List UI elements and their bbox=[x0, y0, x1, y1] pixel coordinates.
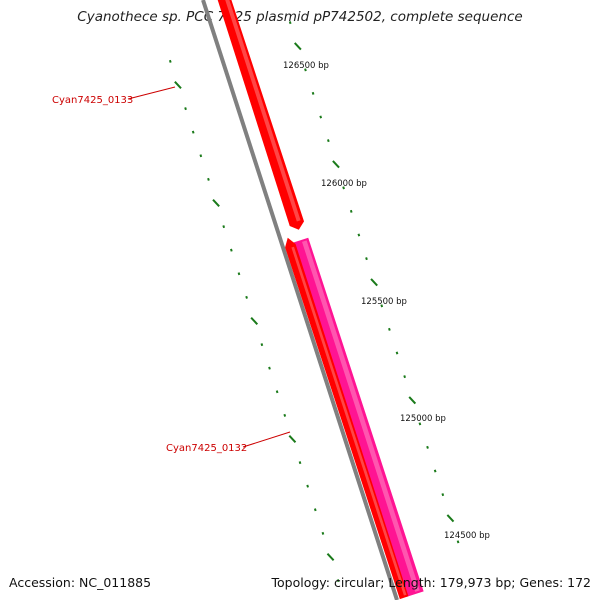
tick-outer-minor bbox=[456, 540, 460, 544]
tick-label: 125500 bp bbox=[361, 297, 407, 307]
tick-inner-minor bbox=[245, 295, 248, 299]
tick-outer-minor bbox=[365, 257, 368, 261]
gene-labels: Cyan7425_0133 Cyan7425_0132 bbox=[52, 86, 291, 454]
gene-cyan7425-0133-highlight bbox=[225, 0, 301, 222]
tick-outer-major bbox=[446, 514, 455, 523]
tick-outer-minor bbox=[327, 139, 330, 143]
tick-label: 124500 bp bbox=[444, 531, 490, 541]
tick-label: 126500 bp bbox=[283, 61, 329, 71]
tick-outer-minor bbox=[349, 209, 353, 213]
gene-reverse-highlight bbox=[291, 246, 407, 596]
tick-inner-minor bbox=[199, 154, 203, 158]
tick-outer-minor bbox=[403, 375, 406, 379]
tick-inner-minor bbox=[275, 390, 279, 394]
tick-inner-major bbox=[250, 316, 259, 325]
gene-leader-line bbox=[127, 86, 176, 100]
tick-outer-major bbox=[332, 160, 340, 169]
tick-outer-minor bbox=[441, 493, 445, 497]
tick-outer-major bbox=[408, 396, 417, 405]
tick-inner-minor bbox=[184, 107, 187, 111]
tick-inner-minor bbox=[237, 272, 241, 276]
tick-outer-minor bbox=[304, 68, 307, 72]
tick-inner-minor bbox=[336, 579, 340, 583]
tick-label: 125000 bp bbox=[400, 414, 446, 424]
tick-inner-minor bbox=[222, 225, 226, 229]
tick-outer-major bbox=[370, 278, 378, 287]
gene-cyan7425-0132-highlight bbox=[302, 240, 420, 592]
map-title: Cyanothece sp. PCC 7425 plasmid pP742502… bbox=[77, 9, 523, 25]
tick-outer-minor bbox=[288, 21, 292, 25]
tick-outer-minor bbox=[433, 469, 437, 473]
sequence-summary: Topology: circular; Length: 179,973 bp; … bbox=[271, 575, 592, 590]
backbone-line bbox=[201, 0, 399, 600]
tick-outer-minor bbox=[388, 327, 391, 331]
tick-inner-minor bbox=[260, 343, 264, 347]
tick-outer-minor bbox=[319, 115, 323, 119]
tick-inner-minor bbox=[321, 531, 325, 535]
accession-text: Accession: NC_011885 bbox=[9, 575, 152, 590]
backbone bbox=[201, 0, 399, 600]
tick-outer-minor bbox=[418, 422, 422, 426]
tick-inner-major bbox=[212, 198, 220, 207]
tick-outer-minor bbox=[342, 186, 345, 190]
tick-outer-major bbox=[294, 42, 302, 51]
tick-labels: 126500 bp 126000 bp 125500 bp 125000 bp 1245… bbox=[283, 61, 490, 541]
tick-inner-major bbox=[326, 552, 335, 561]
gene-label: Cyan7425_0132 bbox=[166, 443, 247, 454]
tick-inner-major bbox=[174, 80, 182, 89]
tick-outer-minor bbox=[311, 91, 315, 95]
tick-inner-minor bbox=[191, 130, 195, 134]
tick-outer-minor bbox=[395, 351, 399, 355]
gene-label: Cyan7425_0133 bbox=[52, 95, 133, 106]
tick-outer-minor bbox=[380, 304, 384, 308]
tick-marks bbox=[168, 21, 460, 583]
tick-label: 126000 bp bbox=[321, 179, 367, 189]
tick-inner-minor bbox=[268, 366, 271, 370]
tick-outer-minor bbox=[357, 233, 361, 237]
tick-inner-minor bbox=[283, 413, 287, 417]
tick-inner-minor bbox=[298, 461, 302, 465]
tick-inner-minor bbox=[306, 484, 309, 488]
tick-inner-minor bbox=[313, 508, 317, 512]
tick-inner-minor bbox=[207, 177, 210, 181]
gene-leader-line bbox=[242, 431, 291, 448]
tick-outer-minor bbox=[426, 445, 429, 449]
tick-inner-major bbox=[288, 434, 297, 443]
tick-inner-minor bbox=[168, 59, 172, 63]
tick-inner-minor bbox=[230, 248, 233, 252]
genes bbox=[217, 0, 424, 600]
